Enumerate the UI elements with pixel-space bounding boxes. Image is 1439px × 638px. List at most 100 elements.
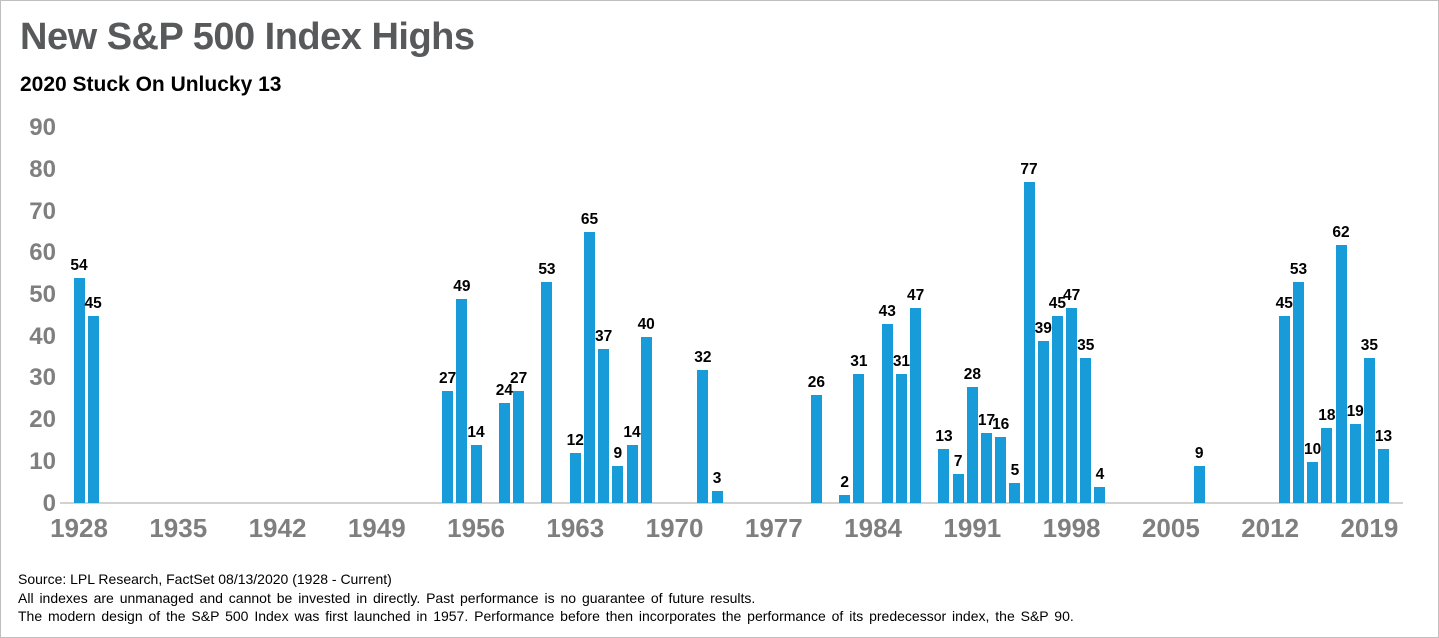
bar-1954: [442, 390, 454, 504]
x-axis-tick-label: 1935: [149, 513, 208, 543]
bar-value-label-2018: 19: [1346, 403, 1364, 421]
bar-1964: [583, 232, 595, 504]
y-axis-tick-label: 50: [29, 281, 56, 308]
bar-value-label-1959: 27: [509, 369, 528, 387]
bar-value-label-1995: 77: [1020, 161, 1038, 179]
bar-2018: [1349, 424, 1361, 504]
bar-2020: [1378, 449, 1390, 504]
bar-value-label-2015: 10: [1304, 440, 1322, 458]
bar-1928: [73, 278, 85, 504]
bar-value-label-1985: 43: [878, 303, 896, 321]
bar-1963: [569, 453, 581, 504]
bar-value-label-1961: 53: [538, 261, 556, 279]
x-axis-tick-label: 1977: [744, 513, 803, 543]
x-axis-tick-label: 1998: [1042, 513, 1101, 543]
bar-value-label-1968: 40: [637, 315, 655, 333]
x-axis-tick-label: 1928: [50, 513, 108, 543]
bar-1966: [612, 465, 624, 504]
bar-1998: [1066, 307, 1078, 504]
bar-value-label-1991: 28: [963, 365, 981, 383]
y-axis-tick-label: 30: [29, 364, 56, 392]
bar-value-label-2014: 53: [1289, 261, 1308, 279]
bar-value-label-1990: 7: [953, 453, 963, 471]
bar-value-label-1980: 26: [807, 374, 825, 392]
bar-value-label-1989: 13: [935, 428, 953, 446]
bar-1982: [839, 495, 851, 504]
bar-1983: [853, 374, 865, 504]
bar-1993: [995, 436, 1007, 504]
x-axis-tick-label: 1956: [447, 513, 505, 543]
footer-disclaimer-line: All indexes are unmanaged and cannot be …: [18, 589, 756, 606]
bar-value-label-1973: 3: [712, 469, 722, 487]
bar-value-label-1992: 17: [977, 411, 996, 429]
x-axis-tick-label: 1963: [546, 513, 605, 543]
bar-1986: [895, 374, 907, 504]
bar-value-label-1929: 45: [84, 294, 102, 312]
bar-value-label-2013: 45: [1275, 294, 1293, 312]
bar-1996: [1037, 340, 1049, 504]
x-axis-tick-label: 1991: [943, 513, 1002, 543]
bar-value-label-1956: 14: [467, 424, 485, 442]
bar-2013: [1278, 315, 1290, 504]
bar-1999: [1080, 357, 1092, 504]
bar-1997: [1051, 315, 1063, 504]
x-axis-baseline: [60, 502, 1403, 504]
bar-value-label-1964: 65: [580, 211, 599, 229]
bar-value-label-2016: 18: [1318, 407, 1336, 425]
bar-value-label-1998: 47: [1062, 286, 1081, 304]
bar-value-label-1983: 31: [850, 353, 868, 371]
bar-2017: [1335, 244, 1347, 504]
bar-value-label-1993: 16: [992, 415, 1010, 433]
bar-1992: [981, 432, 993, 504]
y-axis-tick-label: 90: [29, 114, 56, 142]
bar-1991: [966, 386, 978, 504]
bar-value-label-1997: 45: [1048, 294, 1067, 312]
bar-1929: [87, 315, 99, 504]
bar-1961: [541, 282, 553, 504]
chart-footer: Source: LPL Research, FactSet 08/13/2020…: [18, 570, 1418, 626]
x-axis-tick-label: 1984: [844, 513, 902, 543]
x-axis-tick-label: 1970: [645, 513, 704, 543]
y-axis-tick-label: 10: [29, 447, 56, 475]
bar-value-label-1994: 5: [1010, 461, 1020, 479]
bar-value-label-1965: 37: [595, 328, 613, 346]
x-axis-tick-label: 1942: [248, 513, 307, 543]
bar-value-label-1967: 14: [623, 424, 641, 442]
bar-value-label-1999: 35: [1077, 336, 1095, 354]
x-axis-tick-label: 2012: [1241, 513, 1300, 543]
bar-value-label-2017: 62: [1332, 223, 1350, 241]
y-axis-tick-label: 70: [29, 197, 56, 225]
bar-value-label-1954: 27: [439, 369, 457, 387]
chart-subtitle: 2020 Stuck On Unlucky 13: [20, 73, 282, 96]
bar-2016: [1321, 428, 1333, 504]
bar-value-label-1955: 49: [453, 278, 471, 296]
y-axis-tick-label: 60: [29, 239, 56, 267]
bar-value-label-1963: 12: [566, 432, 584, 450]
bar-1968: [640, 336, 652, 504]
bar-value-label-2000: 4: [1095, 465, 1105, 483]
bar-value-label-1972: 32: [694, 349, 712, 367]
bar-2000: [1094, 486, 1106, 504]
bar-1985: [881, 324, 893, 504]
bar-1973: [711, 490, 723, 504]
footer-source-line: Source: LPL Research, FactSet 08/13/2020…: [18, 571, 392, 587]
y-axis-tick-label: 0: [42, 489, 56, 517]
bar-1990: [952, 474, 964, 504]
bar-value-label-2020: 13: [1374, 428, 1393, 446]
bar-value-label-1996: 39: [1034, 319, 1052, 337]
y-axis-tick-label: 20: [29, 406, 56, 434]
bar-1994: [1009, 482, 1021, 504]
bar-value-label-1958: 24: [495, 382, 514, 400]
chart-title: New S&P 500 Index Highs: [20, 16, 475, 58]
bar-1965: [598, 349, 610, 504]
bar-value-label-1928: 54: [70, 257, 88, 275]
bar-2014: [1292, 282, 1304, 504]
bar-1995: [1023, 182, 1035, 504]
bar-1967: [626, 445, 638, 504]
bar-1955: [456, 299, 468, 504]
bar-value-label-2007: 9: [1194, 444, 1204, 462]
bar-value-label-1966: 9: [613, 444, 623, 462]
bar-value-label-1987: 47: [906, 286, 925, 304]
